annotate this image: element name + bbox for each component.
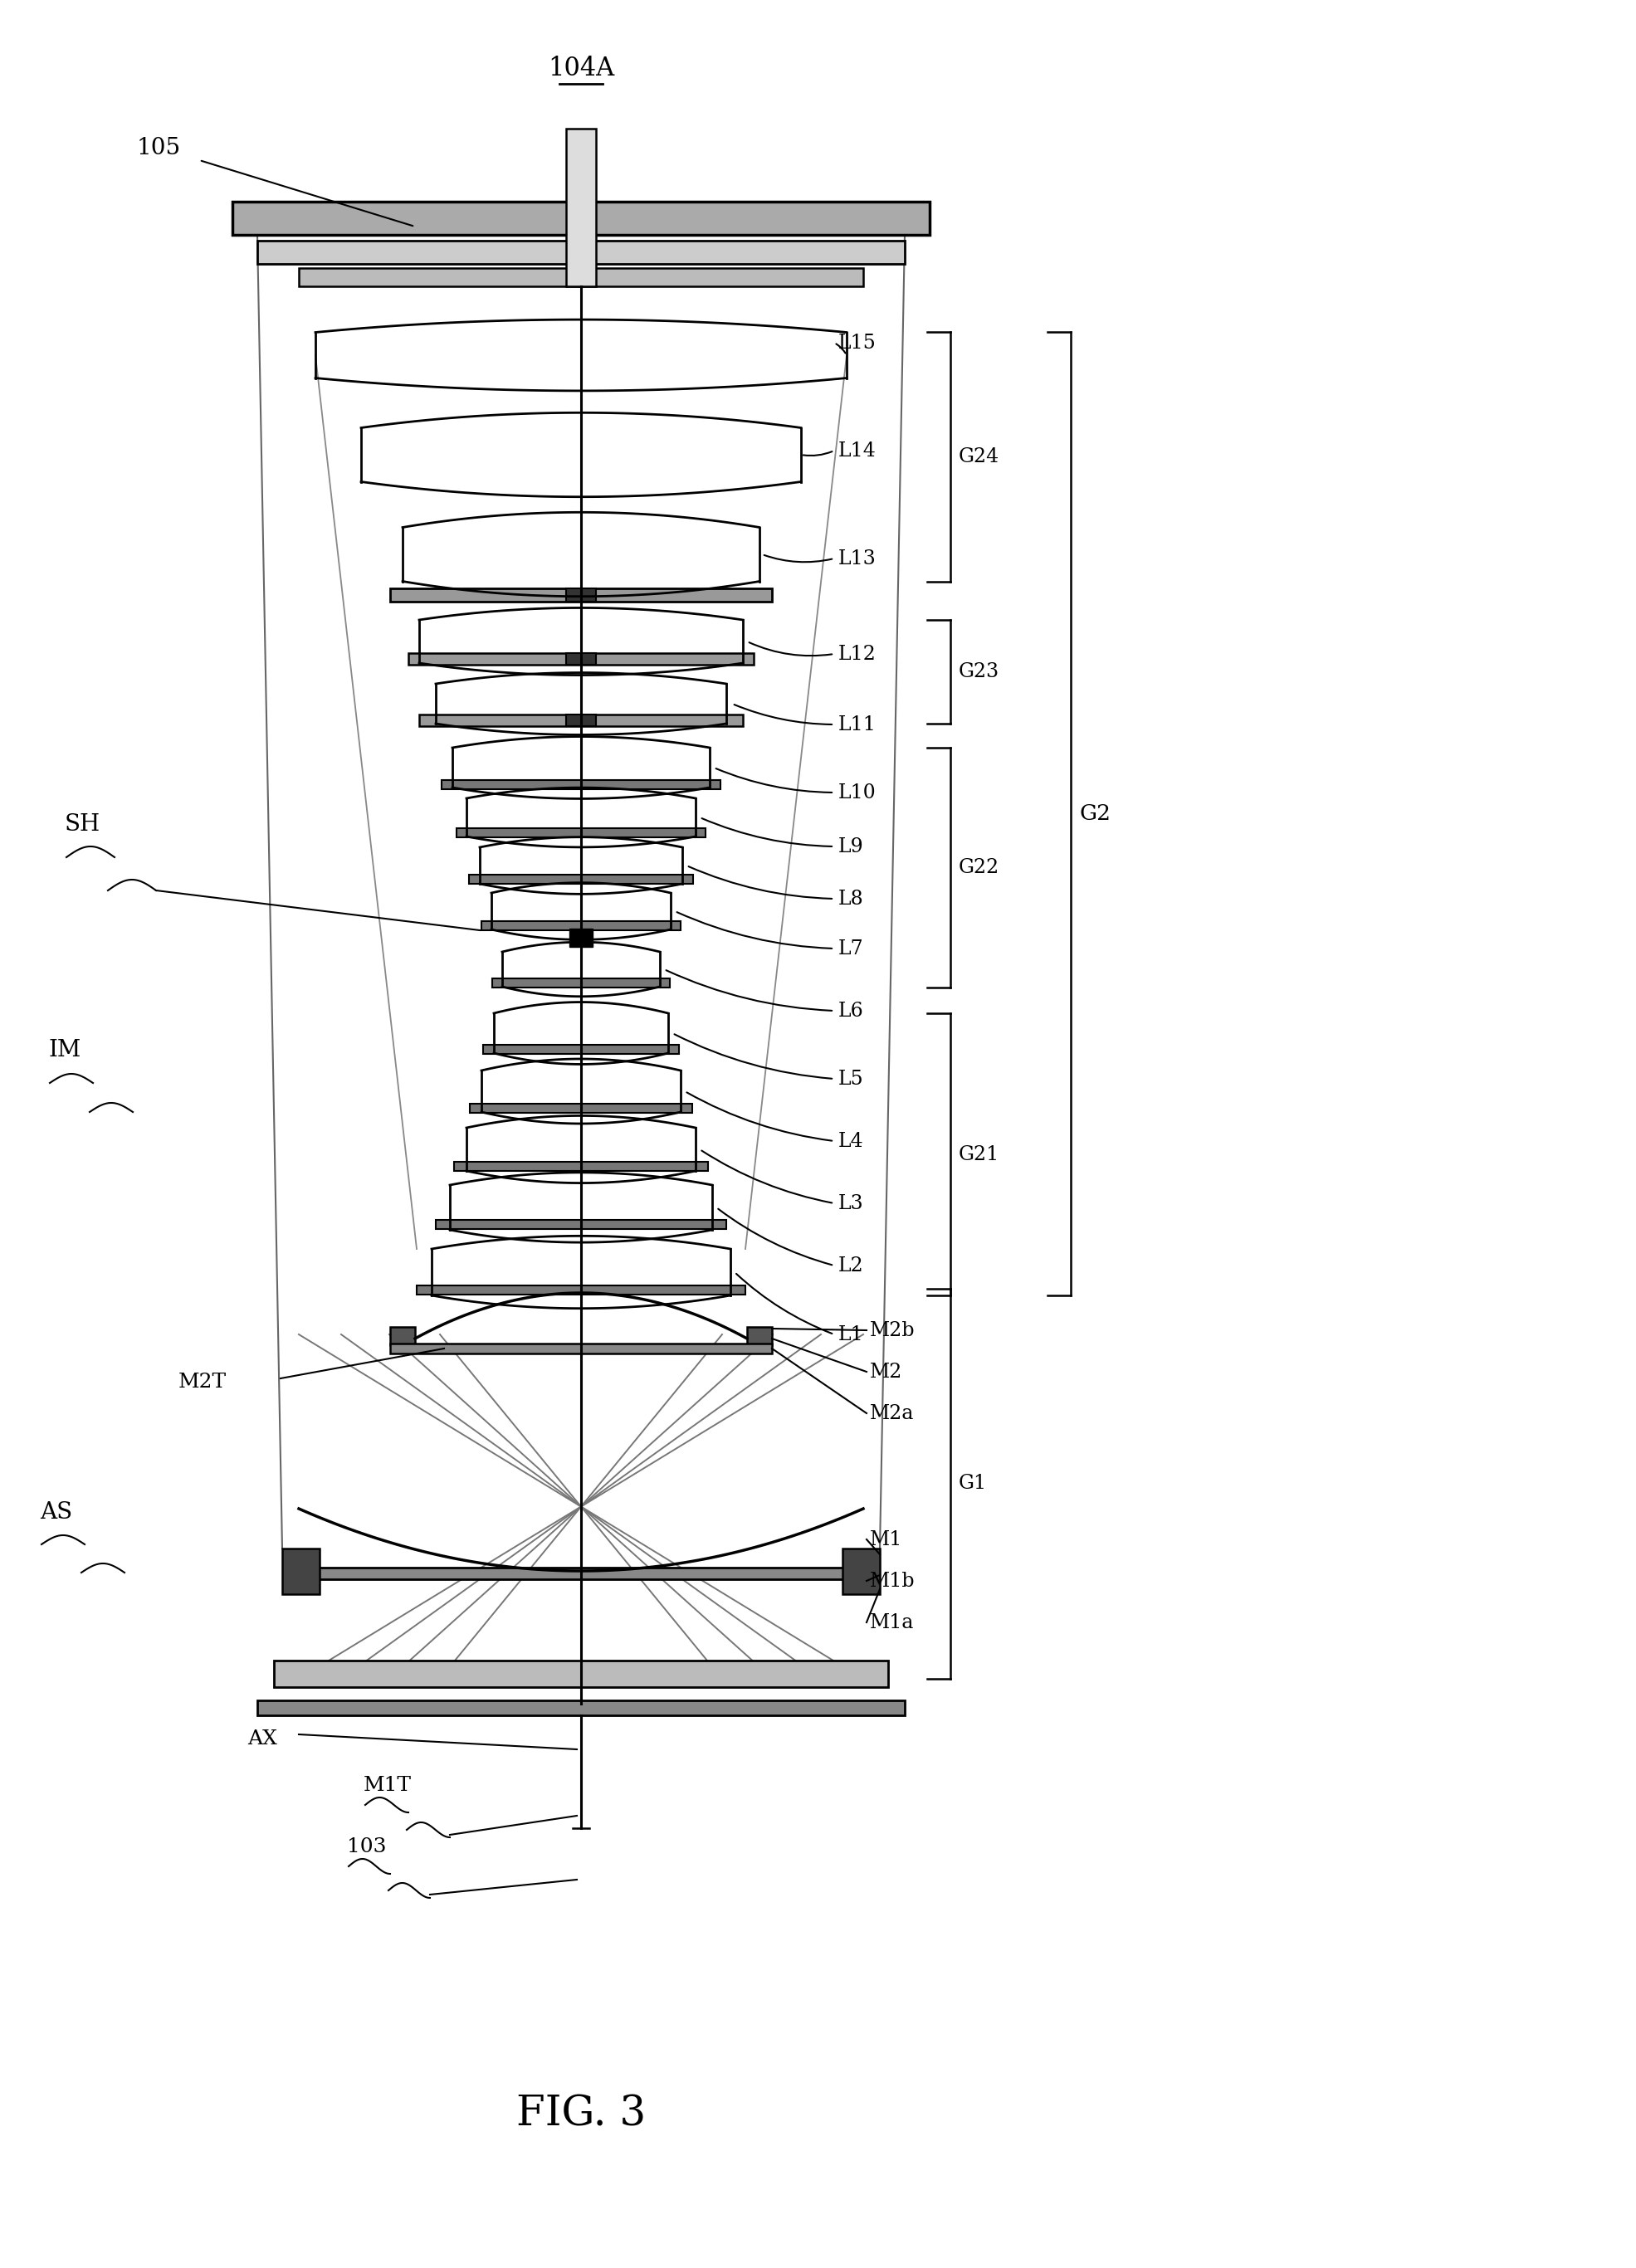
- Bar: [273, 1660, 888, 1687]
- Bar: [409, 653, 754, 665]
- Bar: [389, 1327, 416, 1345]
- Text: 104A: 104A: [548, 57, 615, 82]
- Bar: [257, 240, 905, 263]
- Text: 103: 103: [347, 1837, 386, 1855]
- Bar: [419, 714, 743, 726]
- Bar: [470, 1105, 692, 1114]
- Text: L15: L15: [838, 333, 877, 352]
- Text: L10: L10: [838, 782, 877, 803]
- Text: AX: AX: [247, 1728, 276, 1749]
- Bar: [843, 1549, 880, 1594]
- Text: AS: AS: [39, 1501, 72, 1524]
- Text: M1b: M1b: [870, 1572, 915, 1590]
- Text: L14: L14: [838, 440, 877, 460]
- Bar: [566, 129, 596, 286]
- Text: L3: L3: [838, 1193, 864, 1213]
- Bar: [455, 1161, 708, 1170]
- Text: M2: M2: [870, 1363, 903, 1381]
- Text: L7: L7: [838, 939, 864, 957]
- Bar: [299, 1567, 864, 1579]
- Text: M1T: M1T: [363, 1776, 412, 1794]
- Bar: [483, 1046, 679, 1055]
- Bar: [481, 921, 681, 930]
- Text: FIG. 3: FIG. 3: [517, 2093, 646, 2134]
- Bar: [456, 828, 705, 837]
- Bar: [435, 1220, 726, 1229]
- Bar: [299, 268, 864, 286]
- Text: L1: L1: [838, 1325, 864, 1345]
- Text: L4: L4: [838, 1132, 864, 1150]
- Text: IM: IM: [47, 1039, 80, 1061]
- Text: L6: L6: [838, 1000, 864, 1021]
- Text: G24: G24: [959, 447, 1000, 467]
- Bar: [442, 780, 720, 789]
- Text: L12: L12: [838, 644, 877, 665]
- Text: G22: G22: [959, 857, 1000, 878]
- Text: 105: 105: [137, 136, 182, 159]
- Text: L13: L13: [838, 549, 877, 567]
- Bar: [232, 202, 929, 236]
- Bar: [492, 978, 669, 987]
- Text: L5: L5: [838, 1068, 864, 1089]
- Text: L9: L9: [838, 837, 864, 855]
- Text: G23: G23: [959, 662, 1000, 680]
- Bar: [569, 928, 592, 946]
- Text: L11: L11: [838, 714, 877, 735]
- Text: G1: G1: [959, 1474, 987, 1492]
- Bar: [417, 1286, 746, 1295]
- Bar: [470, 875, 694, 885]
- Bar: [257, 1701, 905, 1715]
- Text: G2: G2: [1080, 803, 1111, 823]
- Text: G21: G21: [959, 1145, 1000, 1163]
- Bar: [566, 587, 596, 601]
- Bar: [566, 714, 596, 726]
- Bar: [566, 653, 596, 665]
- Bar: [748, 1327, 772, 1345]
- Text: L8: L8: [838, 889, 864, 907]
- Text: M2T: M2T: [178, 1372, 227, 1390]
- Text: M2a: M2a: [870, 1404, 915, 1422]
- Text: SH: SH: [65, 812, 100, 835]
- Text: L2: L2: [838, 1256, 864, 1275]
- Text: M1: M1: [870, 1531, 903, 1549]
- Text: M1a: M1a: [870, 1613, 915, 1633]
- Bar: [283, 1549, 319, 1594]
- Bar: [389, 1343, 772, 1354]
- Text: M2b: M2b: [870, 1320, 915, 1340]
- Bar: [389, 587, 772, 601]
